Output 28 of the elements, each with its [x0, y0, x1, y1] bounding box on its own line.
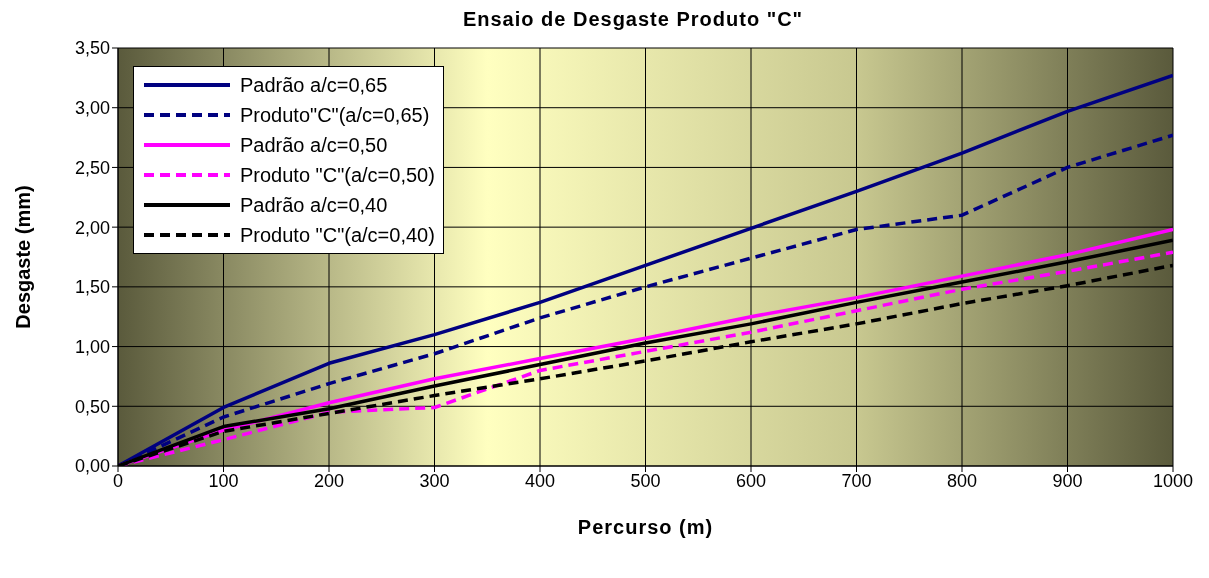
legend-label: Produto"C"(a/c=0,65): [240, 103, 430, 128]
chart-title: Ensaio de Desgaste Produto "C": [461, 8, 805, 32]
x-tick-label: 600: [735, 470, 767, 491]
y-axis-title: Desgaste (mm): [12, 185, 35, 329]
x-tick-label: 1000: [1152, 470, 1194, 491]
x-tick-label: 200: [313, 470, 345, 491]
x-tick-label: 800: [946, 470, 978, 491]
x-tick-label: 900: [1052, 470, 1083, 491]
y-tick-label: 3,00: [74, 98, 110, 119]
legend-label: Produto "C"(a/c=0,40): [240, 223, 435, 248]
legend-label: Produto "C"(a/c=0,50): [240, 163, 435, 188]
x-tick-label: 700: [841, 470, 872, 491]
y-tick-label: 2,50: [74, 157, 110, 178]
y-tick-label: 1,50: [74, 277, 110, 298]
x-tick-label: 400: [524, 470, 556, 491]
x-tick-label: 500: [630, 470, 661, 491]
y-tick-label: 3,50: [74, 38, 110, 59]
x-tick-label: 300: [419, 470, 450, 491]
legend-label: Padrão a/c=0,50: [240, 133, 388, 158]
x-tick-label: 0: [112, 470, 124, 491]
legend-label: Padrão a/c=0,65: [240, 73, 388, 98]
y-tick-label: 0,00: [74, 456, 110, 477]
y-tick-label: 1,00: [74, 336, 110, 357]
x-tick-label: 100: [208, 470, 239, 491]
y-tick-label: 0,50: [74, 396, 110, 417]
x-axis-title: Percurso (m): [577, 516, 714, 538]
legend-label: Padrão a/c=0,40: [240, 193, 388, 218]
y-tick-label: 2,00: [74, 217, 110, 238]
